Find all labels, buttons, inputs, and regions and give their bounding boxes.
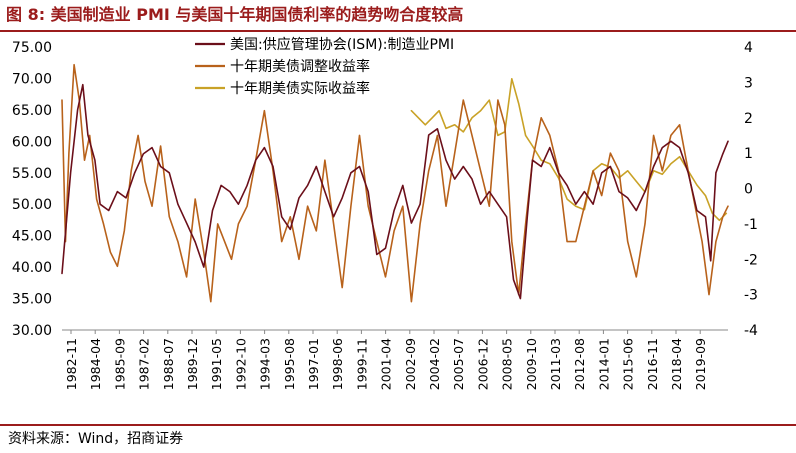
x-axis-tick-label: 2006-12 [475,338,490,390]
real-yield-line [410,77,728,222]
x-axis-tick-label: 2009-10 [524,338,539,390]
left-axis-tick-label: 50.00 [12,197,52,213]
right-axis-tick-label: -3 [744,288,758,304]
x-axis-tick-label: 1992-10 [233,338,248,390]
x-axis-tick-label: 1982-11 [64,338,79,390]
right-axis-tick-label: 3 [744,75,753,91]
x-axis-tick-label: 2014-01 [596,338,611,390]
x-axis-tick-label: 2002-09 [403,338,418,390]
x-axis-tick-label: 1987-02 [137,338,152,390]
x-axis-tick-label: 1984-04 [88,338,103,390]
left-axis-tick-label: 60.00 [12,134,52,150]
pmi-line [61,83,729,300]
left-axis-tick-label: 35.00 [12,292,52,308]
right-axis-tick-label: -4 [744,323,758,339]
legend-label: 美国:供应管理协会(ISM):制造业PMI [230,36,454,53]
left-axis-tick-label: 75.00 [12,40,52,56]
right-axis-tick-label: -1 [744,217,758,233]
x-axis-tick-label: 2012-08 [572,338,587,390]
chart-svg: 75.00 70.00 65.00 60.00 55.00 50.00 45.00 40.00… [12,36,758,390]
left-axis-tick-label: 70.00 [12,71,52,87]
adjusted-yield-line [61,63,729,303]
x-axis-tick-label: 1999-11 [354,338,369,390]
legend-label: 十年期美债实际收益率 [230,80,370,97]
x-axis-tick-label: 1991-05 [209,338,224,390]
x-axis-tick-label: 2019-09 [693,338,708,390]
right-axis-tick-label: 0 [744,182,753,198]
x-axis-tick-label: 2001-04 [379,338,394,390]
source-note: 资料来源：Wind，招商证券 [8,431,184,447]
right-axis-tick-label: 4 [744,40,753,56]
figure-title: 图 8: 美国制造业 PMI 与美国十年期国债利率的趋势吻合度较高 [6,5,464,24]
x-axis-tick-label: 2008-05 [500,338,515,390]
x-axis-tick-label: 2018-04 [669,338,684,390]
x-axis-tick-label: 2005-07 [451,338,466,390]
x-axis-tick-label: 1989-12 [185,338,200,390]
left-axis-tick-label: 30.00 [12,323,52,339]
x-axis-tick-label: 1985-09 [112,338,127,390]
x-axis-tick-label: 1988-07 [161,338,176,390]
x-axis-tick-label: 1994-03 [258,338,273,390]
left-axis-tick-label: 45.00 [12,229,52,245]
source-rule [0,424,796,426]
x-axis-tick-label: 2015-06 [621,338,636,390]
left-axis-tick-label: 65.00 [12,103,52,119]
right-axis-tick-label: 1 [744,146,753,162]
x-axis-tick-label: 1997-01 [306,338,321,390]
x-axis-tick-label: 1998-06 [330,338,345,390]
title-rule [0,30,796,32]
right-axis-tick-label: 2 [744,111,753,127]
right-axis-tick-label: -2 [744,252,758,268]
x-axis-tick-label: 2016-11 [645,338,660,390]
x-axis-tick-label: 2011-03 [548,338,563,390]
x-axis-tick-label: 1995-08 [282,338,297,390]
left-axis-tick-label: 55.00 [12,166,52,182]
legend-label: 十年期美债调整收益率 [230,58,370,75]
x-axis-tick-label: 2004-02 [427,338,442,390]
left-axis-tick-label: 40.00 [12,260,52,276]
